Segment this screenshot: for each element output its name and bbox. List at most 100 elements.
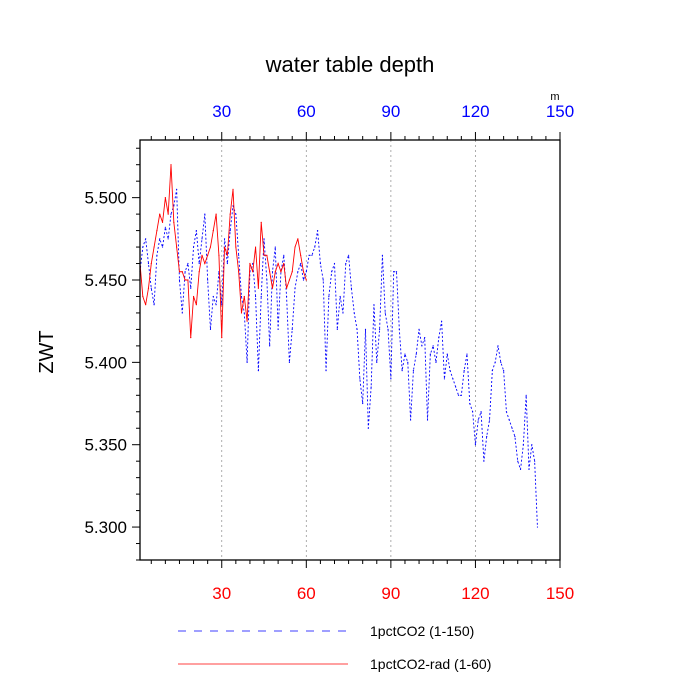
series-1-point [387,328,389,331]
series-1-point [161,246,164,248]
series-1-point [455,386,457,388]
plot-frame [139,139,561,561]
series-1-point [311,254,313,256]
series-2-point [277,262,279,265]
series-2-point [209,246,212,248]
series-2-point [207,254,209,256]
series-1-point [457,394,460,396]
series-1-point [302,279,305,281]
series-2-point [269,271,271,273]
series-1-point [187,262,189,265]
series-1-point [192,246,195,248]
series-1-point [531,444,533,446]
series-2-point [226,254,228,256]
series-2-point [235,246,237,248]
series-2-point [167,213,169,215]
series-1-point [198,262,200,265]
series-1-point [342,312,344,314]
series-1-point [336,328,338,331]
series-2-point [257,287,259,289]
series-1-point [260,295,262,298]
series-1-point [469,402,471,405]
series-1-point [514,435,516,438]
y-axis-label: ZWT [36,330,58,373]
x-tick-label-bottom: 90 [381,584,400,603]
series-1-point [150,287,152,289]
series-1-point [243,312,245,314]
series-1-point [364,328,367,331]
series-2-point [243,295,245,298]
series-1-point [316,229,319,232]
x-tick-label-top: 90 [381,102,400,121]
series-1-point [178,279,181,281]
y-tick-label: 5.400 [84,353,127,372]
series-2-point [302,271,305,273]
series-2-point [215,213,217,215]
series-2-point [212,229,214,232]
series-1-point [421,345,423,347]
x-tick-label-bottom: 150 [546,584,574,603]
series-1-point [153,304,155,306]
series-2-point [147,287,150,289]
series-1-point [410,419,412,421]
series-2-point [164,197,166,199]
series-1-point [534,460,536,462]
series-2-point [229,213,231,215]
series-1-point [331,271,333,273]
series-1-point [415,353,417,355]
series-1-point [449,369,451,372]
x-tick-label-top: 30 [212,102,231,121]
series-2-point [271,287,274,289]
series-1-point [528,468,530,471]
series-1-point [215,304,217,306]
x-tick-label-bottom: 120 [461,584,489,603]
series-2-point [201,254,203,256]
series-1-point [277,328,279,331]
series-1-point [508,419,510,421]
series-2-point [285,287,288,289]
series-1-point [525,394,527,396]
series-2-point [252,271,254,273]
series-1-point [424,337,426,339]
x-tick-label-bottom: 60 [297,584,316,603]
series-1-point [246,361,248,363]
series-2-point [190,337,192,339]
series-1-point [235,213,237,215]
series-1-point [285,295,288,298]
series-1-point [367,427,369,429]
series-1-point [308,254,310,256]
series-1-point [432,345,434,347]
x-tick-label-bottom: 30 [212,584,231,603]
series-1-point [505,411,508,413]
series-1-point [269,345,271,347]
series-1-point [517,460,519,462]
series-line-1 [139,189,538,528]
series-1-point [333,262,336,265]
series-1-point [381,254,384,256]
series-1-point [494,361,496,363]
series-1-point [435,361,437,363]
series-1-point [443,378,446,380]
series-1-point [257,369,259,372]
series-2-point [170,164,172,166]
series-2-point [263,254,265,256]
series-1-point [254,295,257,298]
series-1-point [238,254,240,256]
series-2-point [181,271,183,273]
series-2-point [291,271,293,273]
series-1-point [460,394,462,396]
series-1-point [181,312,183,314]
series-1-point [472,411,474,413]
series-1-point [390,378,392,380]
series-1-point [159,238,161,240]
series-2-point [297,238,299,240]
x-tick-label-top: 150 [546,102,574,121]
series-2-point [221,337,223,339]
series-2-point [204,262,206,265]
series-2-point [150,262,152,265]
series-1-point [362,402,364,405]
series-1-point [488,419,491,421]
series-1-point [376,361,378,363]
series-1-point [384,312,386,314]
